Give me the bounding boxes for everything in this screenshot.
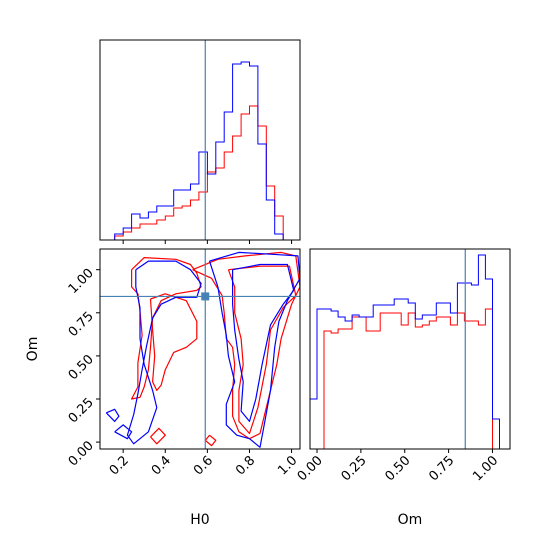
contour-line-series-0-3 [227, 265, 297, 435]
histogram-series-1 [309, 254, 507, 450]
x-tick-label: 0.25 [339, 453, 370, 484]
contour-line-series-0-1 [149, 293, 198, 391]
histogram-om-series [309, 249, 507, 450]
contour-panel-h0-om: 0.2 0.4 0.6 0.8 1.0 0.000.250.500.751.00 H0 … [25, 248, 301, 528]
contour-series [100, 249, 300, 449]
y-tick-label: 0.00 [66, 438, 97, 469]
x-tick-label: 0.2 [107, 453, 132, 478]
panel-frame [309, 248, 511, 450]
contour-yticks: 0.00 0.25 0.50 0.75 1.00 [66, 266, 100, 469]
contour-line-series-0-0 [131, 257, 202, 400]
contour-line-series-1-2 [114, 424, 133, 440]
y-tick-label: 0.25 [66, 395, 97, 426]
x-tick-label: 1.00 [470, 453, 501, 484]
contour-line-series-1-1 [105, 408, 120, 422]
contour-line-series-0-4 [150, 427, 166, 445]
histogram-om-xticks: 0.00 0.25 0.50 0.75 1.00 [295, 449, 501, 484]
x-tick-label: 0.00 [295, 453, 326, 484]
panel-frame [99, 39, 301, 241]
y-tick-label: 0.75 [66, 309, 97, 340]
contour-line-series-1-4 [232, 263, 295, 422]
contour-line-series-1-0 [126, 260, 202, 445]
x-axis-label-om: Om [398, 512, 423, 528]
x-tick-label: 0.4 [149, 453, 174, 478]
histogram-series-0 [310, 308, 507, 450]
x-axis-label-h0: H0 [190, 512, 209, 528]
contour-clip-group [105, 251, 300, 448]
histogram-panel-om: 0.00 0.25 0.50 0.75 1.00 Om [295, 248, 511, 528]
y-axis-label-om: Om [25, 337, 41, 362]
contour-line-series-1-3 [208, 251, 300, 448]
x-tick-label: 0.6 [191, 453, 216, 478]
x-tick-label: 0.8 [233, 453, 258, 478]
y-tick-label: 1.00 [66, 266, 97, 297]
x-tick-label: 0.50 [382, 453, 413, 484]
histogram-series-1 [106, 61, 300, 241]
x-tick-label: 0.75 [426, 453, 457, 484]
panel-frame [99, 248, 301, 450]
contour-line-series-0-2 [192, 251, 300, 440]
histogram-panel-h0 [99, 39, 301, 244]
contour-line-series-0-5 [204, 434, 217, 447]
contour-xticks: 0.2 0.4 0.6 0.8 1.0 [107, 449, 300, 478]
histogram-h0-series [106, 40, 300, 241]
histogram-h0-xticks [122, 240, 293, 244]
y-tick-label: 0.50 [66, 352, 97, 383]
truth-marker [201, 292, 210, 301]
histogram-series-0 [106, 105, 300, 241]
